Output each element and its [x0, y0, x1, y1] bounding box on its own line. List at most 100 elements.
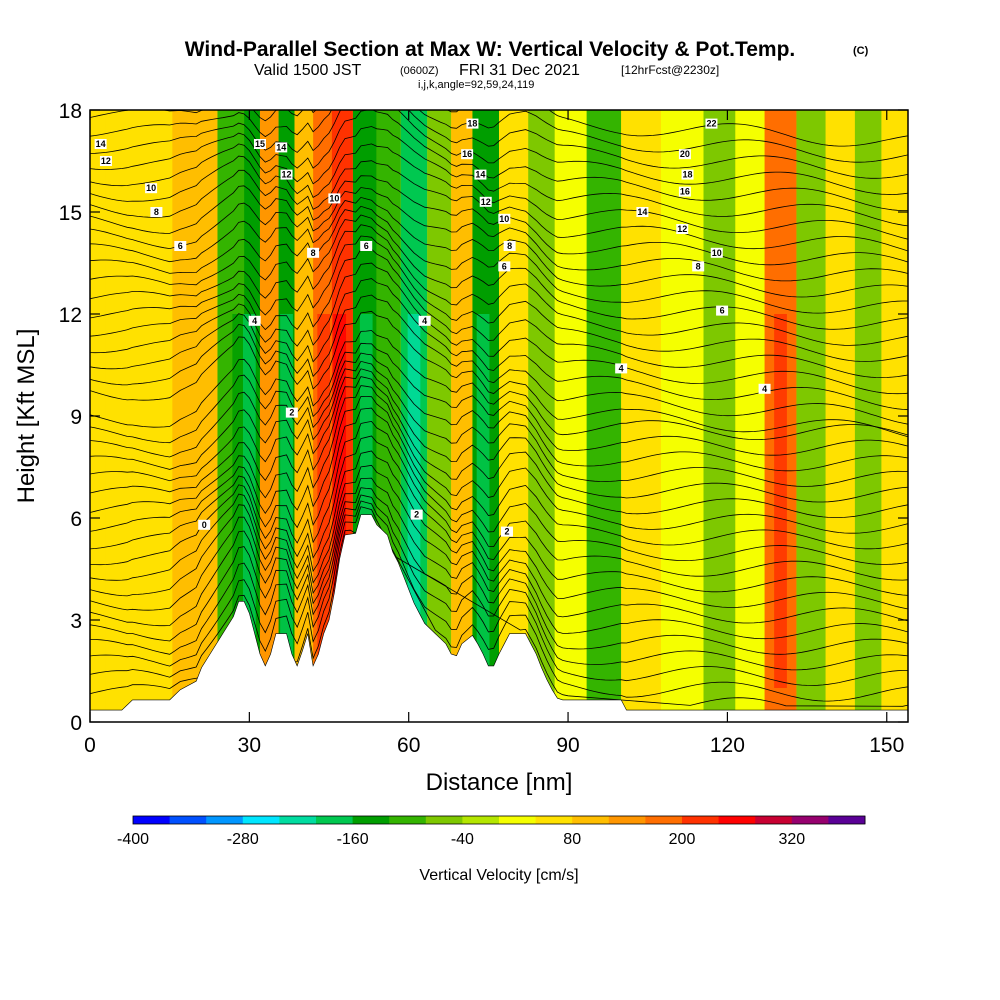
- velocity-band: [499, 110, 529, 722]
- contour-label: 0: [198, 519, 211, 530]
- colorbar-tick-label: -280: [227, 831, 259, 848]
- contour-label-bg: [360, 241, 373, 251]
- theta-contour: [90, 110, 908, 211]
- contour-label: 4: [418, 315, 431, 326]
- contour-label: 10: [710, 247, 723, 258]
- theta-contour: [90, 500, 908, 686]
- contour-label: 6: [716, 305, 729, 316]
- contour-label: 8: [150, 207, 163, 217]
- theta-contour: [90, 407, 908, 565]
- contour-label-text: 14: [637, 207, 647, 217]
- theta-contour: [90, 143, 908, 240]
- contour-label-bg: [248, 315, 261, 326]
- contour-label: 6: [174, 241, 187, 251]
- contour-label-text: 20: [680, 149, 690, 159]
- theta-contour: [90, 360, 908, 487]
- contour-label-bg: [253, 139, 266, 149]
- contour-label: 22: [705, 118, 718, 129]
- contour-label-text: 4: [422, 316, 427, 326]
- theta-contour: [90, 126, 908, 227]
- y-tick-label: 9: [70, 406, 82, 429]
- contour-label-text: 15: [255, 139, 265, 149]
- theta-contour: [90, 235, 908, 362]
- contour-label-bg: [285, 407, 298, 418]
- x-tick-label: 90: [556, 734, 579, 757]
- x-tick-label: 150: [869, 734, 904, 757]
- contour-label: 8: [307, 247, 320, 258]
- colorbar-swatch: [242, 816, 280, 824]
- colorbar-frame: [132, 815, 866, 825]
- colorbar-swatch: [645, 816, 683, 824]
- contour-label-text: 10: [146, 183, 156, 193]
- theta-contour: [90, 224, 908, 346]
- contour-label-text: 4: [252, 316, 257, 326]
- theta-contour: [90, 294, 908, 425]
- velocity-band: [661, 110, 704, 722]
- colorbar-tick-label: 80: [563, 831, 581, 848]
- contour-label-bg: [500, 526, 513, 537]
- colorbar-swatch: [499, 816, 537, 824]
- contour-label: 2: [500, 526, 513, 537]
- x-tick-label: 120: [710, 734, 745, 757]
- contour-label-bg: [280, 169, 293, 180]
- subtitle-forecast: [12hrFcst@2230z]: [621, 63, 719, 77]
- chart-title-mark: (C): [853, 45, 869, 57]
- contour-label-bg: [498, 261, 511, 272]
- contour-label-bg: [692, 261, 705, 272]
- contour-label-text: 10: [712, 248, 722, 258]
- contour-label-text: 2: [414, 510, 419, 520]
- contour-label-text: 6: [364, 241, 369, 251]
- contour-label-text: 6: [502, 261, 507, 271]
- theta-contour: [90, 385, 908, 534]
- contour-label-text: 16: [462, 149, 472, 159]
- contour-label: 2: [410, 510, 423, 520]
- velocity-band: [881, 110, 901, 722]
- contour-label-bg: [636, 207, 649, 217]
- y-tick-label: 12: [59, 304, 82, 327]
- velocity-core: [774, 314, 787, 688]
- subtitle-date: FRI 31 Dec 2021: [459, 62, 580, 79]
- velocity-core: [232, 314, 246, 688]
- contour-label-text: 14: [96, 139, 106, 149]
- theta-contour: [90, 214, 908, 330]
- colorbar-swatch: [755, 816, 793, 824]
- contour-label: 4: [758, 383, 771, 394]
- colorbar-swatch: [316, 816, 354, 824]
- theta-contour: [90, 160, 908, 252]
- contour-label-text: 14: [475, 170, 485, 180]
- velocity-band: [796, 110, 826, 722]
- contour-label: 4: [248, 315, 261, 326]
- contour-label-bg: [275, 142, 288, 153]
- contour-label: 15: [253, 139, 266, 149]
- contour-label-bg: [710, 247, 723, 258]
- contour-label-bg: [328, 193, 341, 204]
- contour-label-text: 8: [154, 207, 159, 217]
- colorbar-swatch: [462, 816, 500, 824]
- velocity-band: [172, 110, 218, 722]
- velocity-band: [825, 110, 855, 722]
- theta-contour: [90, 368, 908, 503]
- contour-label-bg: [174, 241, 187, 251]
- x-tick-label: 60: [397, 734, 420, 757]
- contour-label-bg: [461, 149, 474, 160]
- x-tick-label: 0: [84, 734, 96, 757]
- colorbar-swatch: [206, 816, 244, 824]
- contour-label-text: 6: [720, 306, 725, 316]
- contour-label: 8: [692, 261, 705, 272]
- colorbar-swatch: [608, 816, 646, 824]
- contour-label: 16: [678, 186, 691, 197]
- theta-contour: [446, 110, 908, 147]
- colorbar-swatch: [279, 816, 317, 824]
- contour-label-bg: [716, 305, 729, 316]
- velocity-band: [105, 110, 136, 722]
- theta-contour: [90, 110, 908, 163]
- contour-label-bg: [145, 183, 158, 194]
- contour-label-text: 12: [677, 224, 687, 234]
- contour-label-bg: [498, 213, 511, 224]
- contour-label-text: 12: [101, 156, 111, 166]
- theta-contour: [90, 420, 908, 581]
- contour-label-bg: [99, 156, 112, 166]
- colorbar-swatch: [425, 816, 463, 824]
- contour-label-text: 16: [680, 187, 690, 197]
